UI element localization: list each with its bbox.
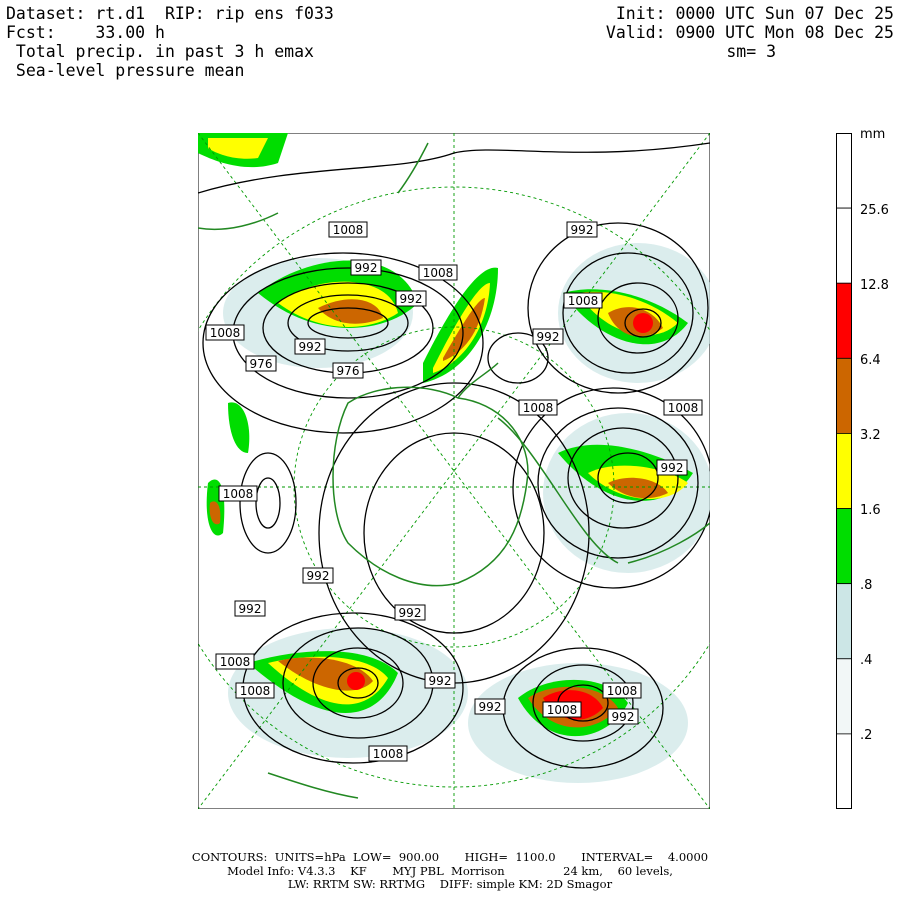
colorbar-segment [836, 207, 852, 284]
contour-label: 992 [656, 459, 688, 476]
colorbar-label: 6.4 [860, 353, 881, 368]
svg-text:992: 992 [537, 330, 560, 344]
contour-label: 992 [395, 290, 427, 307]
contour-label: 1008 [218, 485, 258, 502]
colorbar-segment [836, 433, 852, 509]
svg-text:992: 992 [479, 700, 502, 714]
svg-text:992: 992 [661, 461, 684, 475]
colorbar-label: .2 [860, 728, 873, 743]
field-slp-title: Sea-level pressure mean [6, 61, 245, 80]
forecast-hour: Fcst: 33.00 h [6, 23, 165, 42]
colorbar-label: 3.2 [860, 428, 881, 443]
colorbar-segment [836, 658, 852, 735]
svg-text:1008: 1008 [523, 401, 554, 415]
smoothing-value: sm= 3 [726, 42, 776, 61]
svg-text:1008: 1008 [373, 747, 404, 761]
contour-label: 992 [474, 698, 506, 715]
field-precip-title: Total precip. in past 3 h emax [6, 42, 314, 61]
contour-label: 992 [607, 708, 639, 725]
plot-footer: CONTOURS: UNITS=hPa LOW= 900.00 HIGH= 11… [0, 850, 900, 892]
dataset-line: Dataset: rt.d1 RIP: rip ens f033 [6, 4, 334, 23]
contour-label: 992 [350, 259, 382, 276]
colorbar-segment [836, 733, 852, 809]
colorbar-segment [836, 133, 852, 209]
contour-label: 1008 [542, 701, 582, 718]
valid-time: Valid: 0900 UTC Mon 08 Dec 25 [605, 23, 894, 42]
svg-text:1008: 1008 [333, 223, 364, 237]
coastlines [198, 142, 710, 799]
contour-label: 1008 [368, 745, 408, 762]
svg-text:992: 992 [307, 569, 330, 583]
svg-text:1008: 1008 [223, 487, 254, 501]
contour-label: 1008 [215, 653, 255, 670]
contour-label: 992 [424, 672, 456, 689]
colorbar-label: 1.6 [860, 503, 881, 518]
svg-text:1008: 1008 [547, 703, 578, 717]
contour-label: 1008 [518, 399, 558, 416]
contour-label: 1008 [418, 264, 458, 281]
colorbar-segment [836, 583, 852, 660]
colorbar-segment [836, 508, 852, 585]
colorbar-segment [836, 357, 852, 434]
contour-label: 992 [294, 338, 326, 355]
contour-label: 1008 [663, 399, 703, 416]
svg-text:1008: 1008 [423, 266, 454, 280]
init-time: Init: 0000 UTC Sun 07 Dec 25 [615, 4, 894, 23]
svg-text:1008: 1008 [568, 294, 599, 308]
svg-text:992: 992 [571, 223, 594, 237]
header-right: Init: 0000 UTC Sun 07 Dec 25 Valid: 0900… [606, 4, 894, 61]
contour-info: CONTOURS: UNITS=hPa LOW= 900.00 HIGH= 11… [191, 850, 709, 864]
svg-text:1008: 1008 [210, 326, 241, 340]
contour-label: 1008 [205, 324, 245, 341]
contour-label: 992 [394, 604, 426, 621]
svg-text:992: 992 [299, 340, 322, 354]
contour-label: 976 [245, 355, 277, 372]
contour-label: 1008 [602, 682, 642, 699]
precip-colorbar [836, 133, 852, 809]
header-left: Dataset: rt.d1 RIP: rip ens f033 Fcst: 3… [6, 4, 334, 80]
svg-text:1008: 1008 [220, 655, 251, 669]
svg-text:1008: 1008 [240, 684, 271, 698]
svg-text:992: 992 [612, 710, 635, 724]
svg-text:992: 992 [355, 261, 378, 275]
model-info: Model Info: V4.3.3 KF MYJ PBL Morrison 2… [227, 863, 673, 878]
svg-text:976: 976 [250, 357, 273, 371]
contour-label: 992 [566, 221, 598, 238]
svg-text:992: 992 [239, 602, 262, 616]
contour-label: 1008 [328, 221, 368, 238]
contour-label: 976 [332, 362, 364, 379]
svg-text:976: 976 [337, 364, 360, 378]
contour-label: 992 [302, 567, 334, 584]
colorbar-label: .4 [860, 653, 873, 668]
contour-label: 992 [532, 328, 564, 345]
svg-text:1008: 1008 [607, 684, 638, 698]
svg-text:992: 992 [399, 606, 422, 620]
lat-lon-grid [198, 133, 710, 809]
colorbar-segment [836, 282, 852, 359]
svg-text:992: 992 [400, 292, 423, 306]
colorbar-label: 12.8 [860, 278, 889, 293]
precip-shading [198, 133, 710, 783]
physics-info: LW: RRTM SW: RRTMG DIFF: simple KM: 2D S… [287, 877, 613, 891]
colorbar-label: 25.6 [860, 203, 889, 218]
svg-text:1008: 1008 [668, 401, 699, 415]
colorbar-unit: mm [860, 127, 886, 142]
contour-label: 992 [234, 600, 266, 617]
contour-label: 1008 [235, 682, 275, 699]
contour-label: 1008 [563, 292, 603, 309]
svg-text:992: 992 [429, 674, 452, 688]
colorbar-label: .8 [860, 578, 873, 593]
